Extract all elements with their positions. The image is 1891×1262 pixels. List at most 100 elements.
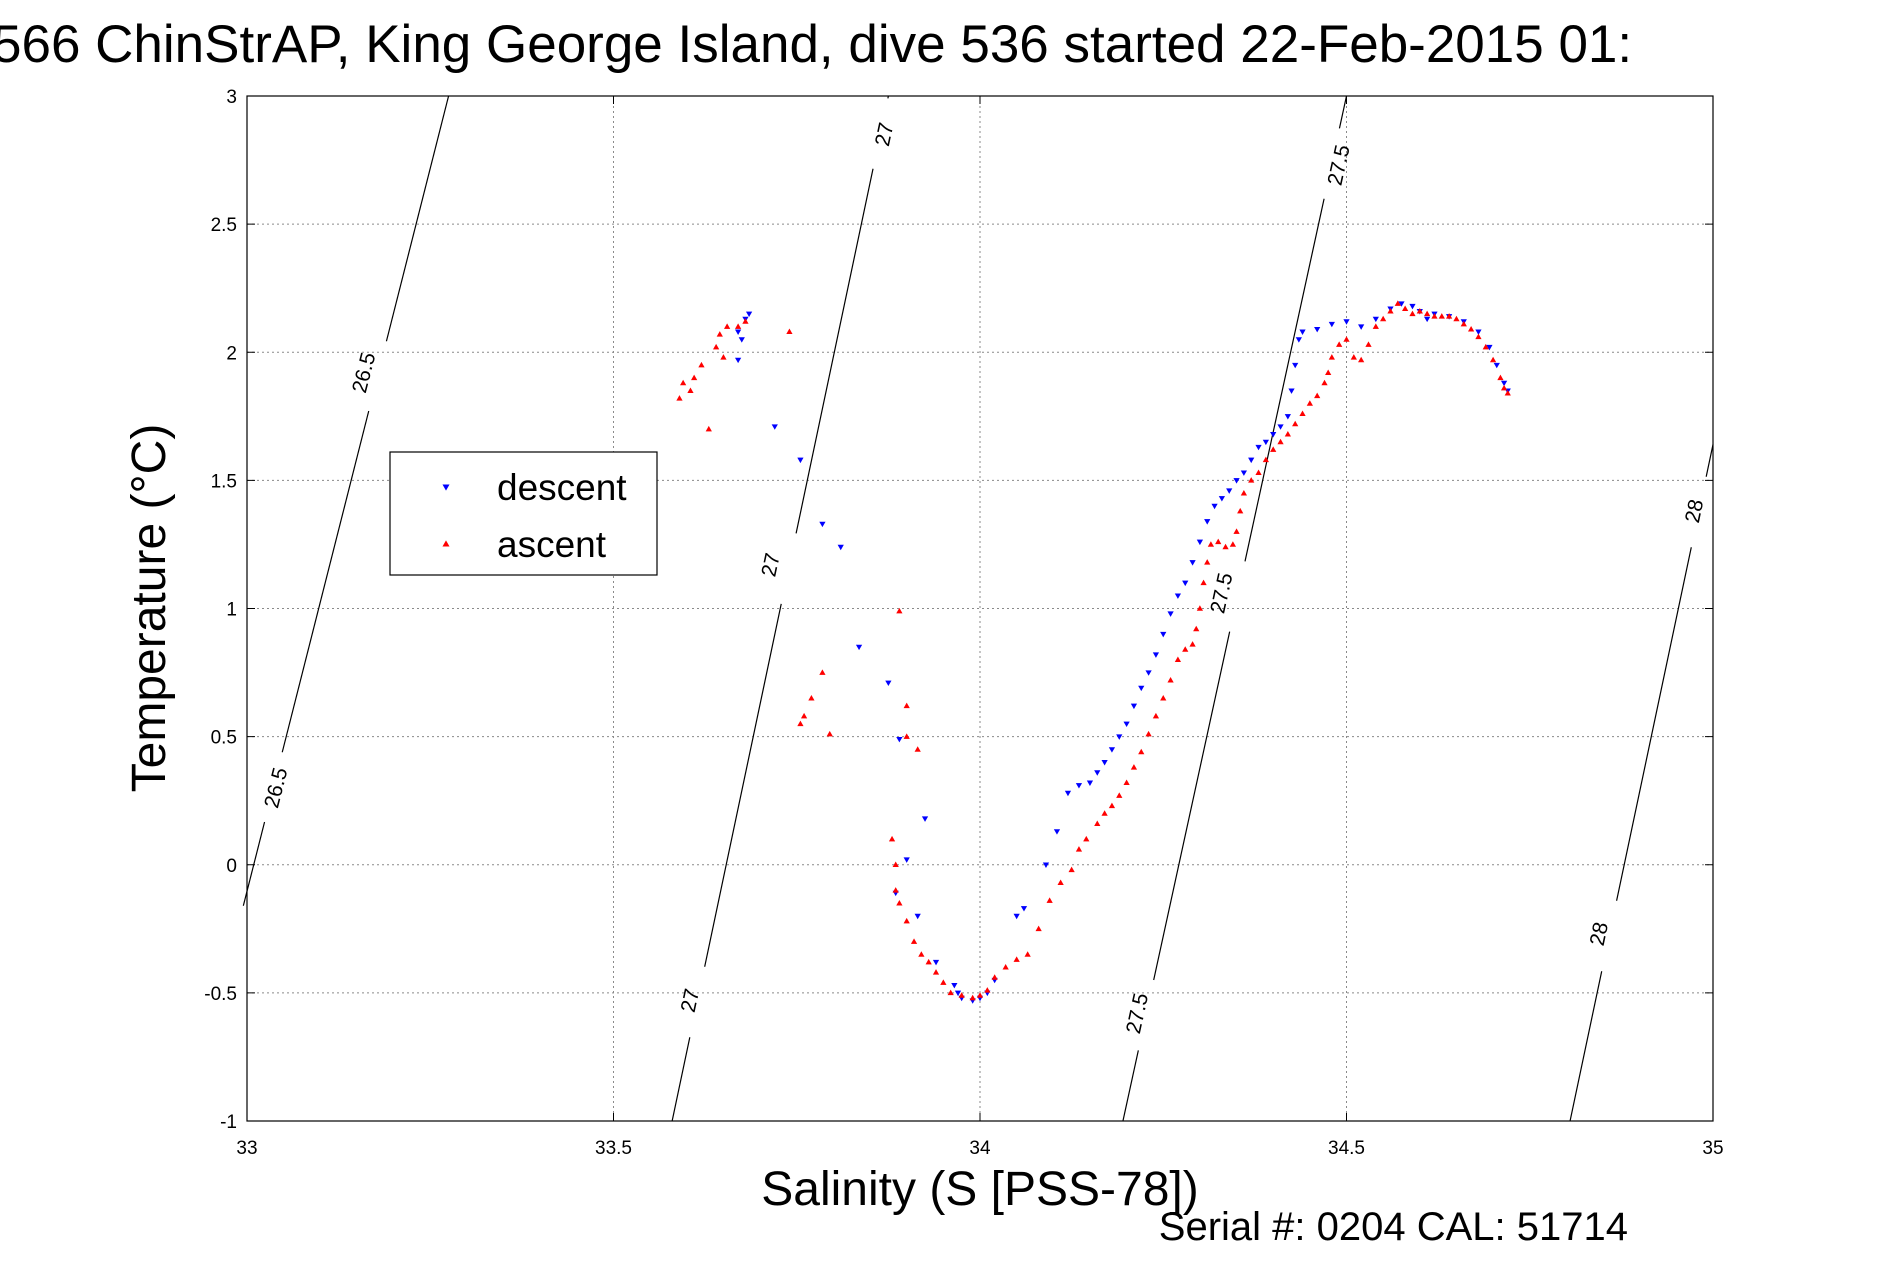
ascent-point (800, 712, 808, 719)
ascent-point (1453, 315, 1460, 322)
contour-line-28 (1616, 547, 1692, 901)
ascent-point (1215, 538, 1222, 545)
ascent-point (1387, 308, 1394, 314)
descent-point (932, 959, 940, 966)
descent-point (1211, 503, 1218, 510)
descent-point (1101, 759, 1108, 766)
ascent-point (1284, 431, 1291, 437)
descent-point (1013, 913, 1020, 920)
ascent-point (1497, 374, 1504, 381)
descent-point (1196, 539, 1204, 546)
ascent-point (1108, 802, 1116, 809)
ascent-point (1248, 477, 1255, 483)
legend: descent ascent (389, 451, 658, 576)
ascent-point (896, 899, 903, 906)
descent-point (1075, 783, 1083, 789)
ascent-point (1306, 400, 1313, 406)
descent-point (1233, 478, 1240, 484)
descent-point (1424, 316, 1431, 323)
x-tick-labels: 33 33.5 34 34.5 35 (236, 1138, 1723, 1159)
descent-point (771, 424, 778, 430)
descent-point (819, 521, 826, 528)
contour-label: 27.5 (1324, 143, 1355, 188)
ascent-point (1431, 313, 1438, 319)
ascent-point (1240, 489, 1247, 496)
ascent-point (969, 994, 976, 1001)
ascent-point (1024, 951, 1031, 957)
ascent-point (1229, 541, 1237, 547)
ascent-point (826, 730, 833, 737)
ascent-point (1500, 384, 1508, 391)
descent-point (885, 680, 892, 687)
ascent-point (903, 733, 910, 739)
ascent-point (1482, 343, 1489, 350)
ascent-point (1321, 379, 1328, 386)
ascent-point (1075, 846, 1083, 852)
grid-lines (246, 95, 1714, 1122)
descent-point (1138, 685, 1145, 692)
y-tick-label: -0.5 (204, 984, 237, 1005)
ascent-point (892, 861, 899, 868)
descent-point (1255, 444, 1262, 451)
ascent-point (1101, 810, 1108, 816)
descent-point (1372, 316, 1379, 323)
contour-label: 27.5 (1122, 991, 1153, 1036)
contour-line-27.5 (1244, 198, 1325, 562)
y-tick-label: 3 (226, 87, 237, 108)
ascent-point (1083, 835, 1090, 842)
contour-line-28 (1705, 444, 1714, 477)
ascent-point (1424, 310, 1431, 317)
legend-descent-marker (442, 484, 450, 491)
contour-line-27 (704, 603, 782, 967)
ascent-point (896, 607, 903, 614)
descent-point (1284, 414, 1291, 420)
ascent-point (1207, 541, 1215, 547)
descent-point (1292, 362, 1299, 369)
ascent-point (947, 989, 954, 996)
ascent-point (1237, 507, 1244, 514)
descent-point (1248, 457, 1255, 464)
ascent-point (903, 917, 910, 924)
ascent-point (976, 992, 984, 998)
ascent-point (676, 395, 683, 401)
ascent-point (1152, 712, 1160, 719)
descent-point (1108, 747, 1116, 753)
ascent-point (1002, 964, 1009, 970)
ascent-point (932, 969, 940, 975)
ascent-point (734, 323, 742, 329)
ascent-point (1277, 438, 1284, 445)
descent-point (1130, 703, 1138, 710)
descent-point (1204, 519, 1211, 525)
ascent-point (819, 669, 826, 675)
ascent-point (1160, 694, 1167, 701)
ascent-point (1116, 792, 1123, 798)
ascent-point (1402, 305, 1409, 311)
descent-point (1358, 324, 1365, 330)
contour-label: 26.5 (260, 765, 292, 810)
ascent-point (1416, 308, 1423, 314)
ascent-point (1035, 925, 1042, 932)
ascent-point (723, 323, 731, 329)
descent-point (1020, 906, 1028, 912)
descent-point (1409, 303, 1416, 310)
descent-point (1218, 496, 1226, 502)
descent-point (903, 857, 910, 863)
descent-point (1182, 580, 1189, 587)
ascent-point (808, 694, 815, 701)
descent-point (1145, 670, 1152, 676)
descent-point (1328, 321, 1335, 328)
ascent-point (940, 979, 947, 985)
descent-point (1262, 439, 1269, 446)
contour-line-27 (671, 1037, 691, 1122)
y-tick-label: 1 (226, 600, 237, 621)
ascent-point (1270, 446, 1277, 452)
ascent-point (903, 702, 910, 709)
descent-point (1116, 734, 1123, 740)
descent-point (1123, 721, 1130, 728)
contour-line-27.5 (1122, 1050, 1139, 1122)
ascent-point (1013, 956, 1020, 962)
x-tick-label: 35 (1702, 1138, 1723, 1159)
ascent-point (687, 387, 694, 393)
ascent-point (1328, 354, 1335, 360)
ascent-point (991, 974, 998, 980)
